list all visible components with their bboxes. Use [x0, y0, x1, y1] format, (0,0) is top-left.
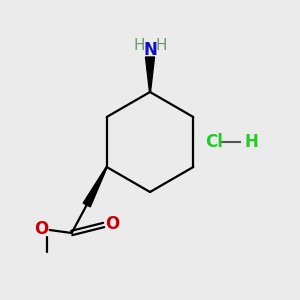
Text: O: O: [106, 215, 120, 233]
Text: H: H: [245, 133, 259, 151]
Text: Cl: Cl: [205, 133, 223, 151]
Text: H: H: [133, 38, 145, 53]
Polygon shape: [83, 167, 107, 207]
Polygon shape: [146, 57, 154, 92]
Text: H: H: [155, 38, 167, 53]
Text: N: N: [143, 41, 157, 59]
Text: O: O: [34, 220, 49, 238]
